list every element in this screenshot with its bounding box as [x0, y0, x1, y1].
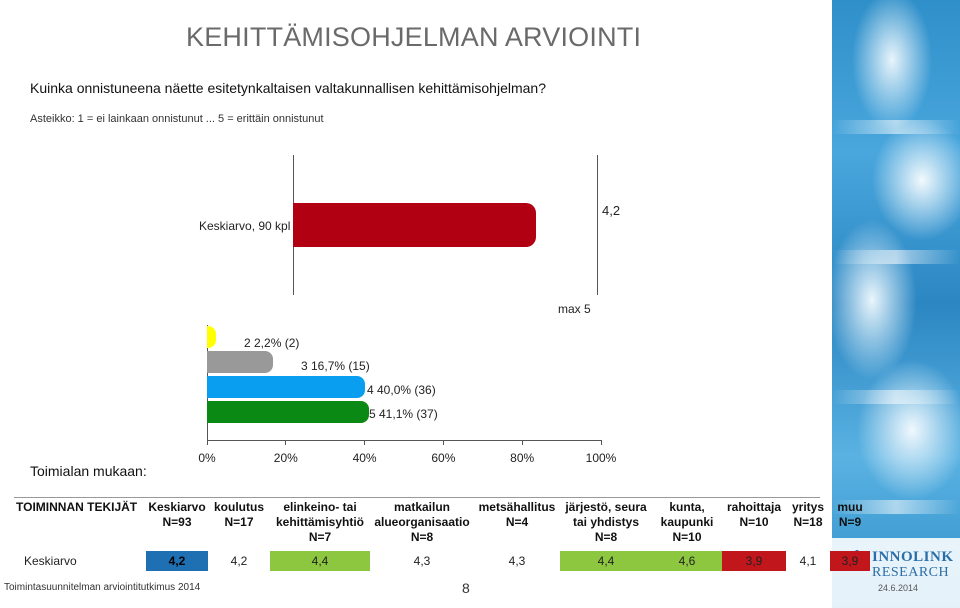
mean-value-label: 4,2	[602, 203, 621, 218]
column-header: elinkeino- tai kehittämisyhtiö N=7	[275, 500, 365, 544]
table-cell-value: 4,2	[146, 551, 208, 571]
column-header: matkailun alueorganisaatio N=8	[374, 500, 470, 544]
logo-area	[832, 538, 960, 608]
column-header: Keskiarvo N=93	[148, 500, 206, 529]
x-tick-mark	[442, 440, 444, 445]
x-tick-mark	[521, 440, 523, 445]
table-cell-value: 3,9	[830, 551, 870, 571]
x-tick-mark	[364, 440, 366, 445]
toimiala-label: Toimialan mukaan:	[30, 463, 147, 479]
table-cell-value: 4,6	[652, 551, 722, 571]
survey-question: Kuinka onnistuneena näette esitetynkalta…	[30, 80, 546, 96]
logo-text-line2: RESEARCH	[872, 565, 950, 580]
table-cell-value: 4,4	[560, 551, 652, 571]
distribution-bar-4	[207, 376, 365, 398]
page-title: KEHITTÄMISOHJELMAN ARVIOINTI	[186, 22, 642, 52]
column-header: muu N=9	[837, 500, 863, 529]
x-tick-label: 0%	[198, 451, 216, 465]
distribution-label-5: 5 41,1% (37)	[369, 407, 438, 421]
distribution-label-2: 2 2,2% (2)	[244, 336, 300, 350]
table-cell-value: 4,4	[270, 551, 370, 571]
column-header: koulutus N=17	[214, 500, 264, 529]
logo-text-line1: INNOLINK	[872, 549, 954, 565]
distribution-label-3: 3 16,7% (15)	[301, 359, 370, 373]
scale-description: Asteikko: 1 = ei lainkaan onnistunut ...…	[30, 113, 324, 125]
column-header: kunta, kaupunki N=10	[660, 500, 714, 544]
page-number: 8	[462, 580, 470, 596]
mean-max-label: max 5	[558, 302, 591, 316]
column-header: rahoittaja N=10	[726, 500, 781, 529]
distribution-label-4: 4 40,0% (36)	[367, 383, 436, 397]
distribution-axis-baseline	[207, 440, 601, 441]
column-header: metsähallitus N=4	[478, 500, 556, 529]
footer-source: Toimintasuunnitelman arviointitutkimus 2…	[4, 582, 201, 593]
x-tick-mark	[206, 440, 208, 445]
x-tick-mark	[285, 440, 287, 445]
x-tick-label: 100%	[585, 451, 617, 465]
distribution-bar-2	[207, 326, 216, 348]
table-row-label: Keskiarvo	[24, 554, 77, 568]
table-top-rule	[14, 497, 820, 498]
x-tick-label: 20%	[273, 451, 298, 465]
table-cell-value: 4,1	[799, 554, 817, 568]
column-header: yritys N=18	[791, 500, 825, 529]
mean-category-label: Keskiarvo, 90 kpl	[199, 219, 291, 233]
table-cell-value: 4,3	[508, 554, 526, 568]
footer-date: 24.6.2014	[878, 583, 919, 593]
distribution-bar-3	[207, 351, 273, 373]
mean-bar	[293, 203, 537, 247]
table-row-header: TOIMINNAN TEKIJÄT	[16, 500, 138, 514]
x-tick-label: 80%	[510, 451, 535, 465]
table-cell-value: 3,9	[722, 551, 786, 571]
group-means-table: TOIMINNAN TEKIJÄT Keskiarvo N=93 koulutus N=…	[14, 497, 870, 571]
x-tick-label: 40%	[352, 451, 377, 465]
x-tick-label: 60%	[431, 451, 456, 465]
mean-axis-right	[597, 155, 598, 295]
side-decoration	[832, 0, 960, 608]
table-cell-value: 4,3	[413, 554, 431, 568]
table-cell-value: 4,2	[230, 554, 248, 568]
distribution-bar-5	[207, 401, 369, 423]
x-tick-mark	[600, 440, 602, 445]
column-header: järjestö, seura tai yhdistys N=8	[565, 500, 647, 544]
